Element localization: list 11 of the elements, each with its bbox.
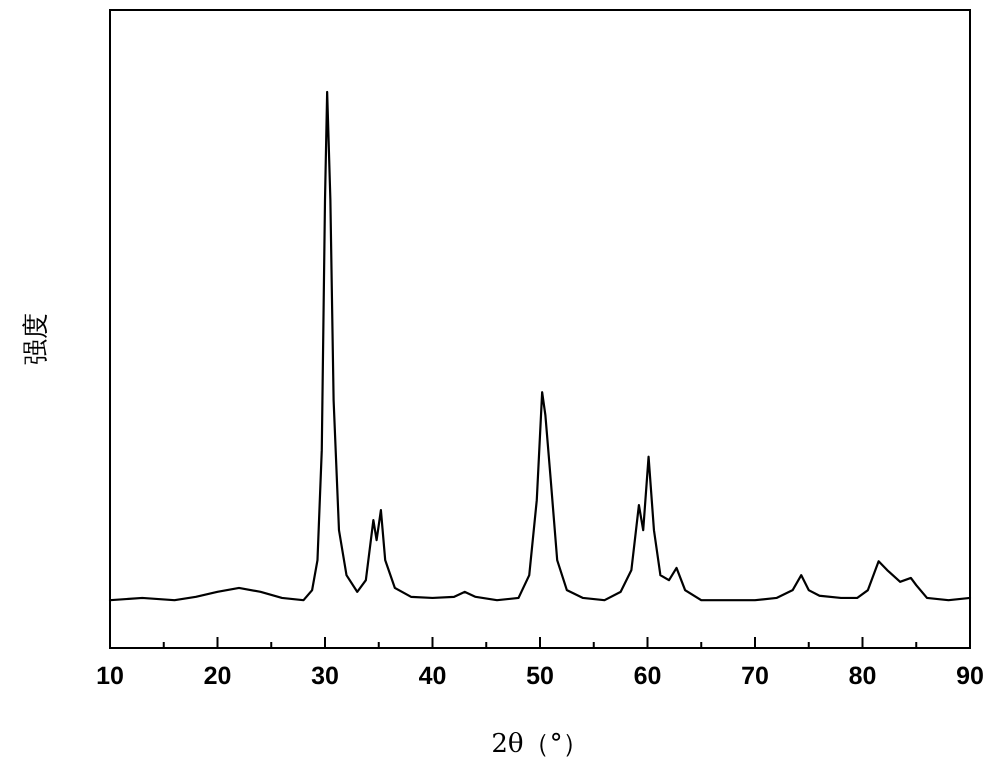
x-tick-label: 10 [96, 662, 124, 690]
x-tick-label: 60 [634, 662, 662, 690]
x-tick-label: 40 [418, 662, 446, 690]
x-tick-label: 30 [311, 662, 339, 690]
x-tick-label: 70 [741, 662, 769, 690]
x-tick-label: 80 [848, 662, 876, 690]
x-tick-label: 90 [956, 662, 984, 690]
x-tick-label: 50 [526, 662, 554, 690]
x-tick-label: 20 [204, 662, 232, 690]
x-axis-title: 2θ（°） [491, 729, 589, 759]
y-axis-title: 强度 [21, 313, 51, 365]
